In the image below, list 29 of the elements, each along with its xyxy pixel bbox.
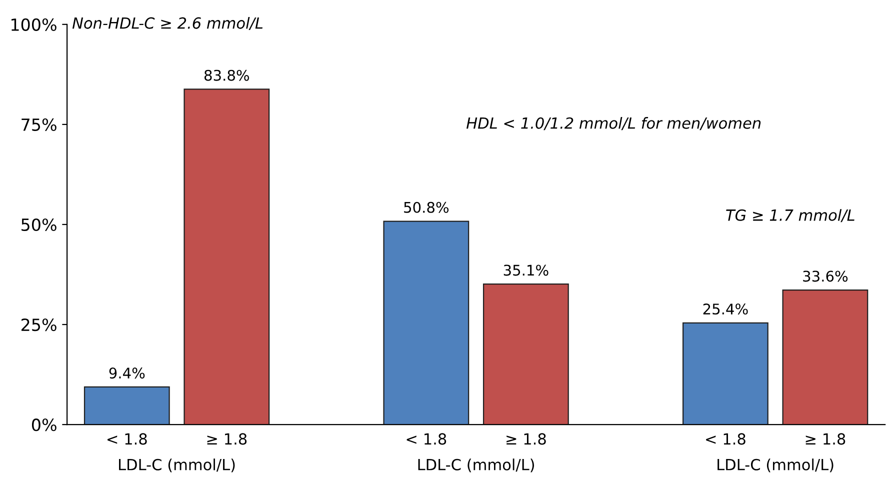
text: LDL-C (mmol/L): [119, 458, 235, 472]
y-tick-label: 0%: [32, 418, 56, 432]
bar: [383, 220, 470, 425]
bar: [184, 88, 270, 425]
data-label: 35.1%: [504, 264, 548, 276]
data-label: 25.4%: [703, 304, 748, 315]
bar: [482, 284, 569, 425]
bar: [682, 322, 768, 425]
data-label: 9.4%: [109, 368, 145, 379]
data-label: 83.8%: [204, 70, 250, 81]
x-tick-label: ≥ 1.8: [806, 433, 846, 445]
x-tick-label: ≥ 1.8: [506, 433, 546, 445]
x-tick-label: ≥ 1.8: [207, 433, 247, 445]
annotation: HDL < 1.0/1.2 mmol/L for men/women: [466, 117, 761, 130]
annotation: Non-HDL-C ≥ 2.6 mmol/L: [72, 17, 263, 30]
x-tick-label: < 1.8: [406, 433, 446, 445]
bar: [782, 290, 868, 425]
text: LDL-C (mmol/L): [718, 458, 834, 472]
annotation: TG ≥ 1.7 mmol/L: [726, 209, 854, 222]
bar: [84, 386, 170, 425]
x-tick-label: < 1.8: [108, 433, 147, 445]
y-tick-label: 25%: [22, 318, 56, 332]
data-label: 33.6%: [803, 270, 848, 282]
y-tick-label: 100%: [12, 18, 56, 31]
text: LDL-C (mmol/L): [418, 458, 534, 472]
y-tick-label: 75%: [22, 118, 56, 132]
data-label: 50.8%: [404, 202, 449, 213]
x-tick-label: < 1.8: [706, 433, 746, 445]
y-tick-label: 50%: [22, 218, 56, 232]
